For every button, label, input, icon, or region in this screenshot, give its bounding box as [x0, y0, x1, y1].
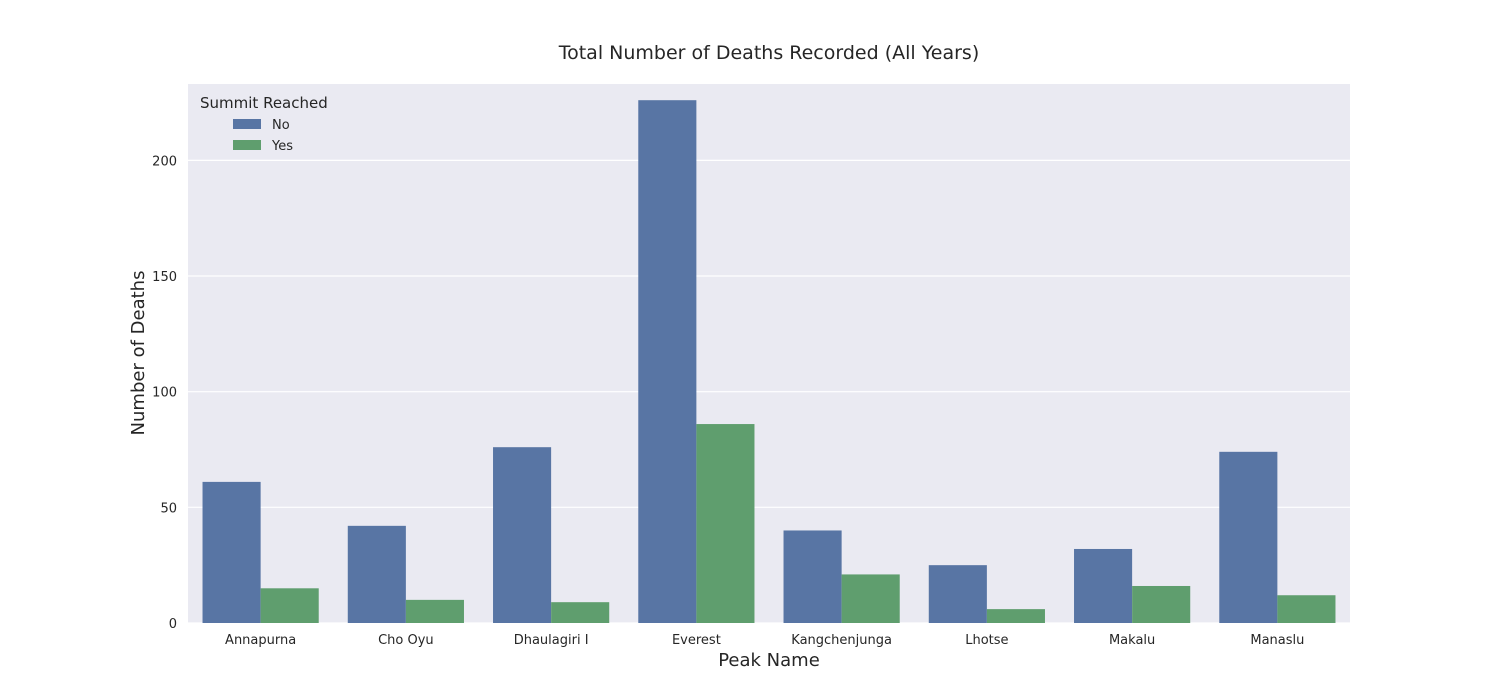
legend-swatch-no	[233, 119, 261, 129]
bar-yes	[1277, 595, 1336, 623]
x-tick-labels: Annapurna Cho Oyu Dhaulagiri I Everest Kangc…	[225, 633, 1304, 648]
x-tick-label: Annapurna	[225, 633, 296, 648]
x-tick-label: Manaslu	[1250, 633, 1304, 648]
x-tick-label: Kangchenjunga	[791, 633, 892, 648]
bar-yes	[405, 599, 464, 623]
y-tick-label: 0	[169, 617, 177, 632]
bar-no	[783, 530, 842, 623]
bar-yes	[260, 588, 319, 623]
y-tick-label: 50	[160, 501, 177, 516]
x-tick-label: Everest	[672, 633, 721, 648]
bar-no	[493, 447, 552, 623]
x-tick-label: Lhotse	[965, 633, 1008, 648]
bar-no	[1219, 451, 1278, 623]
x-tick-label: Makalu	[1109, 633, 1155, 648]
y-tick-label: 200	[152, 154, 177, 169]
x-tick-label: Cho Oyu	[378, 633, 434, 648]
bar-no	[638, 100, 697, 624]
bar-yes	[1132, 585, 1191, 623]
legend-title: Summit Reached	[200, 94, 328, 112]
chart-title: Total Number of Deaths Recorded (All Yea…	[558, 42, 980, 64]
y-axis-label: Number of Deaths	[128, 271, 149, 436]
legend: Summit Reached No Yes	[200, 94, 328, 154]
bar-yes	[696, 424, 755, 623]
bar-yes	[841, 574, 900, 623]
bars	[202, 100, 1336, 624]
y-tick-label: 150	[152, 270, 177, 285]
bar-no	[347, 525, 406, 623]
bar-no	[1074, 548, 1133, 623]
bar-yes	[551, 602, 610, 623]
legend-label-yes: Yes	[271, 139, 293, 154]
y-tick-labels: 0 50 100 150 200	[152, 154, 177, 632]
bar-no	[928, 565, 987, 623]
x-tick-label: Dhaulagiri I	[514, 633, 589, 648]
legend-label-no: No	[272, 118, 290, 133]
bar-no	[202, 481, 261, 623]
bar-yes	[986, 609, 1045, 623]
legend-swatch-yes	[233, 140, 261, 150]
y-tick-label: 100	[152, 386, 177, 401]
x-axis-label: Peak Name	[718, 650, 820, 671]
